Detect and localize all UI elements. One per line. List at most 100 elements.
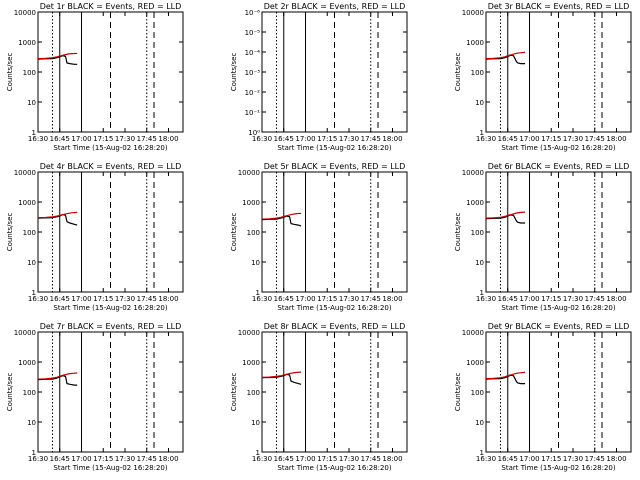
x-tick-label: 17:30 [563,135,583,143]
x-tick-label: 17:45 [361,135,381,143]
y-tick-label: 100 [471,389,484,397]
chart-panel-5: Det 5r BLACK = Events, RED = LLD 1 10 100 10… [230,162,408,312]
y-tick-label: 100 [471,229,484,237]
y-tick-label: 1 [256,289,260,297]
series-line-lld [37,211,78,219]
y-tick-label: 10000 [14,169,36,177]
y-tick-label: 1 [32,449,36,457]
y-tick-label: 10⁻² [245,89,261,97]
x-tick-label: 16:45 [50,295,70,303]
x-tick-label: 16:30 [28,295,48,303]
chart-title: Det 9r BLACK = Events, RED = LLD [488,322,630,331]
y-tick-label: 1000 [242,199,260,207]
series-line-lld [261,371,302,378]
y-tick-label: 10000 [14,329,36,337]
x-axis-label: Start Time (15-Aug-02 16:28:20) [277,304,391,312]
y-tick-label: 1 [480,449,484,457]
x-tick-label: 17:30 [563,295,583,303]
y-tick-label: 10 [475,419,484,427]
chart-panel-6: Det 6r BLACK = Events, RED = LLD 1 10 100 10… [454,162,632,312]
x-tick-label: 17:00 [295,455,315,463]
y-tick-label: 1000 [18,39,36,47]
series-line-lld [485,51,526,60]
x-tick-label: 17:30 [115,135,135,143]
y-axis-label: Counts/sec [6,213,14,252]
x-tick-label: 16:30 [476,295,496,303]
x-tick-label: 17:45 [137,455,157,463]
y-tick-label: 10⁻⁴ [245,49,261,57]
x-tick-label: 17:30 [115,295,135,303]
series-line-lld [261,212,302,220]
x-axis-label: Start Time (15-Aug-02 16:28:20) [277,144,391,152]
y-tick-label: 1 [32,289,36,297]
x-tick-label: 18:00 [606,455,626,463]
x-tick-label: 16:45 [50,135,70,143]
x-tick-label: 17:15 [317,135,337,143]
y-tick-label: 100 [247,389,260,397]
y-tick-label: 1000 [466,199,484,207]
x-axis-label: Start Time (15-Aug-02 16:28:20) [277,464,391,472]
x-tick-label: 18:00 [158,455,178,463]
y-tick-label: 10⁻⁶ [245,9,261,17]
y-axis-label: Counts/sec [454,373,462,412]
x-tick-label: 17:00 [519,135,539,143]
y-tick-label: 100 [471,69,484,77]
x-tick-label: 17:30 [339,295,359,303]
y-tick-label: 1000 [18,359,36,367]
x-tick-label: 16:45 [274,455,294,463]
x-tick-label: 16:30 [252,295,272,303]
chart-title: Det 2r BLACK = Events, RED = LLD [264,2,406,11]
y-tick-label: 10000 [238,169,260,177]
chart-title: Det 4r BLACK = Events, RED = LLD [40,162,182,171]
x-tick-label: 17:15 [93,135,113,143]
x-tick-label: 17:15 [541,295,561,303]
chart-panel-2: Det 2r BLACK = Events, RED = LLD 10⁰ 10⁻¹ 1… [230,2,408,152]
x-tick-label: 17:45 [137,135,157,143]
x-tick-label: 17:45 [585,455,605,463]
chart-title: Det 1r BLACK = Events, RED = LLD [40,2,182,11]
x-tick-label: 18:00 [382,295,402,303]
x-tick-label: 18:00 [606,295,626,303]
x-tick-label: 18:00 [382,455,402,463]
x-tick-label: 18:00 [382,135,402,143]
x-tick-label: 17:30 [339,135,359,143]
x-axis-label: Start Time (15-Aug-02 16:28:20) [53,304,167,312]
x-tick-label: 16:45 [274,295,294,303]
series-line-lld [37,52,78,60]
x-tick-label: 16:45 [498,295,518,303]
x-tick-label: 17:45 [361,295,381,303]
x-tick-label: 16:30 [252,135,272,143]
y-tick-label: 10⁻³ [245,69,261,77]
y-axis-label: Counts/sec [6,53,14,92]
y-tick-label: 10000 [462,169,484,177]
y-tick-label: 1 [256,449,260,457]
x-axis-label: Start Time (15-Aug-02 16:28:20) [53,144,167,152]
x-tick-label: 16:45 [498,135,518,143]
chart-title: Det 5r BLACK = Events, RED = LLD [264,162,406,171]
x-tick-label: 17:15 [93,455,113,463]
y-axis-label: Counts/sec [454,53,462,92]
y-tick-label: 10⁻⁵ [245,29,261,37]
x-tick-label: 17:00 [71,135,91,143]
x-tick-label: 17:45 [585,295,605,303]
x-tick-label: 16:30 [476,135,496,143]
x-tick-label: 16:30 [28,455,48,463]
y-tick-label: 1 [32,129,36,137]
chart-title: Det 6r BLACK = Events, RED = LLD [488,162,630,171]
x-tick-label: 17:45 [585,135,605,143]
y-tick-label: 1000 [466,359,484,367]
chart-panel-4: Det 4r BLACK = Events, RED = LLD 1 10 100 10… [6,162,184,312]
x-axis-label: Start Time (15-Aug-02 16:28:20) [501,464,615,472]
x-tick-label: 17:00 [295,295,315,303]
y-tick-label: 10000 [14,9,36,17]
x-tick-label: 18:00 [158,295,178,303]
x-axis-label: Start Time (15-Aug-02 16:28:20) [53,464,167,472]
y-tick-label: 10 [27,259,36,267]
chart-panel-7: Det 7r BLACK = Events, RED = LLD 1 10 100 10… [6,322,184,472]
y-tick-label: 100 [23,389,36,397]
y-tick-label: 10000 [238,329,260,337]
x-tick-label: 17:15 [317,455,337,463]
x-tick-label: 17:00 [71,455,91,463]
y-tick-label: 10 [251,419,260,427]
